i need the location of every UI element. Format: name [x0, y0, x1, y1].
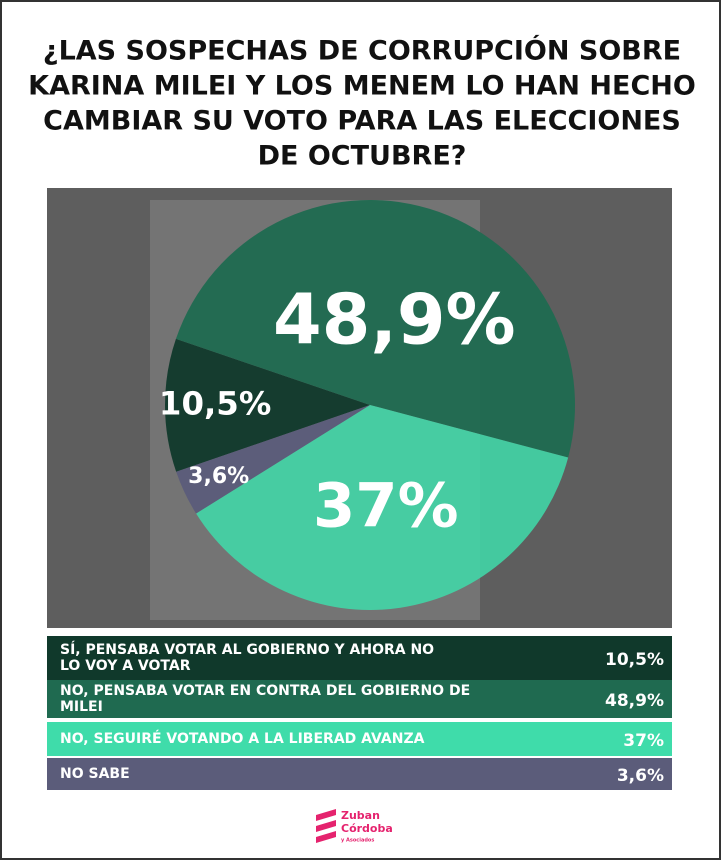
legend-value: 3,6% — [617, 766, 664, 786]
legend-row — [47, 680, 672, 718]
logo-name: Zuban — [341, 809, 380, 822]
legend-label: NO SABE — [60, 766, 130, 782]
legend-label: LO VOY A VOTAR — [60, 658, 191, 674]
title-line: CAMBIAR SU VOTO PARA LAS ELECCIONES — [43, 106, 681, 137]
legend-row — [47, 758, 672, 790]
legend-label: NO, PENSABA VOTAR EN CONTRA DEL GOBIERNO… — [60, 683, 470, 699]
pie-label: 3,6% — [188, 464, 249, 489]
title-line: KARINA MILEI Y LOS MENEM LO HAN HECHO — [28, 71, 696, 102]
legend-value: 37% — [623, 731, 664, 751]
pie-slice — [196, 405, 569, 610]
pie-slice — [165, 338, 370, 472]
logo-name: Córdoba — [341, 822, 393, 835]
logo-icon — [316, 809, 336, 843]
title: ¿LAS SOSPECHAS DE CORRUPCIÓN SOBRE KARINA… — [28, 35, 696, 172]
legend-label: SÍ, PENSABA VOTAR AL GOBIERNO Y AHORA NO — [60, 641, 434, 658]
pie-label: 37% — [313, 471, 459, 541]
pie-slice — [175, 200, 575, 458]
title-line: ¿LAS SOSPECHAS DE CORRUPCIÓN SOBRE — [43, 35, 681, 67]
logo: Zuban Córdoba y Asociados — [316, 809, 393, 844]
legend-row — [47, 636, 672, 680]
legend-row — [47, 722, 672, 756]
pie: 10,5%48,9% 37% 3,6% — [159, 200, 575, 610]
pie-slice — [176, 405, 370, 514]
legend-label: MILEI — [60, 699, 103, 715]
pie-label: 48,9% — [273, 280, 516, 361]
logo-sub: y Asociados — [341, 838, 374, 844]
legend-value: 10,5% — [605, 650, 664, 670]
legend-value: 48,9% — [605, 691, 664, 711]
legend-label: NO, SEGUIRÉ VOTANDO A LA LIBERAD AVANZA — [60, 730, 425, 747]
title-line: DE OCTUBRE? — [258, 141, 467, 172]
pie-label: 10,5% — [159, 384, 271, 422]
legend: SÍ, PENSABA VOTAR AL GOBIERNO Y AHORA NO… — [47, 636, 672, 790]
